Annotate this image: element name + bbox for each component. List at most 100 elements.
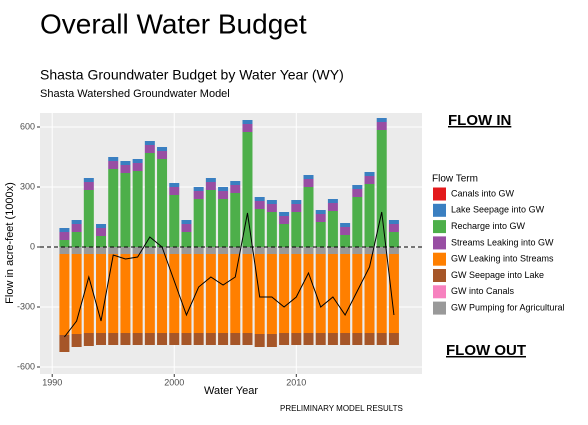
bar-segment (303, 333, 314, 345)
x-tick-label: 2010 (286, 377, 306, 387)
bar-segment (169, 254, 180, 333)
bar-segment (254, 197, 265, 201)
bar-segment (242, 247, 253, 254)
bar-segment (352, 197, 363, 247)
flow-out-label: FLOW OUT (446, 342, 526, 359)
bar-segment (218, 333, 229, 345)
bar-segment (108, 169, 119, 247)
bar-segment (230, 185, 241, 193)
bar-segment (242, 132, 253, 247)
bar-segment (181, 220, 192, 224)
bar-segment (230, 181, 241, 185)
x-tick-label: 2000 (164, 377, 184, 387)
bar-segment (181, 333, 192, 345)
bar-segment (266, 212, 277, 247)
bar-segment (303, 254, 314, 333)
bar-segment (364, 333, 375, 345)
bar-segment (376, 122, 387, 130)
bar-segment (108, 254, 119, 333)
bar-segment (266, 204, 277, 212)
legend-label: GW Pumping for Agricultural (451, 302, 565, 312)
bar-segment (157, 151, 168, 159)
bar-segment (96, 236, 107, 247)
bar-segment (291, 333, 302, 345)
bar-segment (303, 247, 314, 254)
bar-segment (83, 247, 94, 254)
bar-segment (132, 254, 143, 333)
bar-segment (364, 247, 375, 254)
bar-segment (242, 120, 253, 124)
legend-swatch (433, 187, 446, 201)
bar-segment (266, 334, 277, 347)
bar-segment (132, 247, 143, 254)
bar-segment (108, 157, 119, 161)
legend-swatch (433, 252, 446, 266)
bar-segment (108, 161, 119, 169)
bar-segment (242, 333, 253, 345)
bar-segment (376, 333, 387, 345)
bar-segment (315, 222, 326, 247)
bar-segment (157, 333, 168, 345)
bar-segment (315, 333, 326, 345)
bar-segment (120, 254, 131, 333)
bar-segment (291, 247, 302, 254)
legend-swatch (433, 301, 446, 315)
bar-segment (230, 254, 241, 333)
bar-segment (376, 130, 387, 247)
bar-segment (193, 199, 204, 247)
y-tick-label: 600 (20, 121, 35, 131)
legend-swatch (433, 236, 446, 250)
bar-segment (181, 247, 192, 254)
bar-segment (181, 224, 192, 232)
bar-segment (83, 254, 94, 333)
bar-segment (193, 254, 204, 333)
bar-segment (120, 165, 131, 173)
bar-segment (108, 247, 119, 254)
bar-segment (83, 178, 94, 182)
legend-swatch (433, 285, 446, 299)
bar-segment (279, 247, 290, 254)
bar-segment (132, 333, 143, 345)
bar-segment (205, 254, 216, 333)
legend-label: Recharge into GW (451, 221, 526, 231)
bar-segment (315, 214, 326, 222)
bar-segment (59, 247, 70, 254)
bar-segment (120, 173, 131, 247)
bar-segment (144, 141, 155, 145)
bar-segment (218, 187, 229, 191)
bar-segment (120, 161, 131, 165)
bar-segment (376, 254, 387, 333)
bar-segment (315, 247, 326, 254)
bar-segment (144, 254, 155, 333)
bar-segment (266, 200, 277, 204)
legend-label: Streams Leaking into GW (451, 237, 554, 247)
bar-segment (291, 204, 302, 212)
bar-segment (120, 247, 131, 254)
bar-segment (364, 254, 375, 333)
bar-segment (169, 247, 180, 254)
bar-segment (157, 159, 168, 247)
bar-segment (266, 247, 277, 254)
bar-segment (352, 254, 363, 333)
bar-segment (120, 333, 131, 345)
legend-swatch (433, 269, 446, 282)
bar-segment (71, 224, 82, 232)
net-line (64, 211, 395, 338)
bar-segment (303, 179, 314, 187)
bar-segment (193, 191, 204, 199)
bar-segment (205, 333, 216, 345)
y-tick-label: 0 (30, 241, 35, 251)
bar-segment (132, 171, 143, 247)
bar-segment (71, 220, 82, 224)
bar-segment (279, 216, 290, 224)
bar-segment (71, 232, 82, 247)
bar-segment (340, 247, 351, 254)
bar-segment (205, 182, 216, 190)
bar-segment (279, 333, 290, 345)
bar-segment (291, 212, 302, 247)
chart-title: Shasta Groundwater Budget by Water Year … (40, 67, 344, 83)
bar-segment (144, 153, 155, 247)
bar-segment (266, 254, 277, 334)
bar-segment (157, 247, 168, 254)
